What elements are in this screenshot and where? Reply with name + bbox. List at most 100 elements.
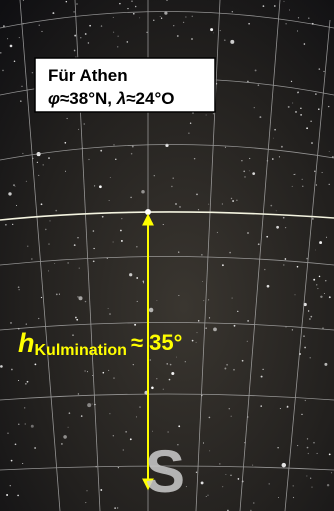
star [38,318,39,319]
star [129,273,132,276]
star [232,11,233,12]
star [249,158,250,159]
direction-label: S [145,438,185,505]
star [75,317,77,319]
star [280,408,281,409]
star [224,39,226,41]
star [222,486,223,487]
star [78,129,79,130]
star [308,453,309,454]
star [16,205,17,206]
star [118,467,119,468]
star [0,365,3,368]
star [169,379,171,381]
star [270,205,272,207]
star [18,380,19,381]
star [63,435,67,439]
star [331,472,332,473]
star [74,35,76,37]
star [52,12,54,14]
star [92,404,93,405]
star [69,412,71,414]
star [229,408,230,409]
star [310,121,311,122]
page: S Für Athen φ≈38°N, λ≈24°O hKulmination≈… [0,0,334,511]
star [185,361,186,362]
star [276,210,277,211]
star [163,389,164,390]
latitude-symbol: φ [48,89,60,108]
star [295,174,296,175]
star [238,478,240,480]
star [41,203,43,205]
star [143,281,145,283]
star [74,244,76,246]
star [27,381,29,383]
star [74,50,76,52]
star [255,69,257,71]
star [130,438,132,440]
star [130,197,132,199]
star [164,11,167,14]
star [284,1,285,2]
star [143,282,144,283]
star [12,224,13,225]
star [319,241,322,244]
star [201,254,202,255]
star [149,308,154,313]
star [11,369,13,371]
star [316,184,317,185]
star [291,81,292,82]
star [230,40,234,44]
star [329,184,330,185]
star [173,25,174,26]
star [114,507,115,508]
star [14,60,16,62]
star [99,185,102,188]
star [278,497,279,498]
star [225,474,226,475]
star [102,216,104,218]
star [26,323,27,324]
star [302,186,303,187]
star [236,200,237,201]
star [247,320,249,322]
star [137,301,138,302]
star [241,160,242,161]
star [186,486,187,487]
star [252,465,253,466]
star [20,100,22,102]
star [310,478,311,479]
star [87,371,88,372]
star [100,150,102,152]
star [139,17,140,18]
star [294,174,295,175]
star [324,71,325,72]
star [19,37,20,38]
star [267,285,270,288]
star [156,378,157,379]
star [94,185,95,186]
star [283,217,285,219]
star [121,218,122,219]
star [108,308,109,309]
star [45,229,47,231]
star [68,427,69,428]
star [35,364,37,366]
star [249,170,250,171]
star [277,447,278,448]
star [136,416,137,417]
star [197,332,198,333]
star [88,159,89,160]
star [77,296,78,297]
star [196,472,197,473]
star [109,313,111,315]
star [274,5,276,7]
star [205,328,206,329]
star [151,387,154,390]
star [263,5,265,7]
sky-view: S Für Athen φ≈38°N, λ≈24°O hKulmination≈… [0,0,334,511]
star [10,322,12,324]
star [262,369,263,370]
star [17,495,19,497]
